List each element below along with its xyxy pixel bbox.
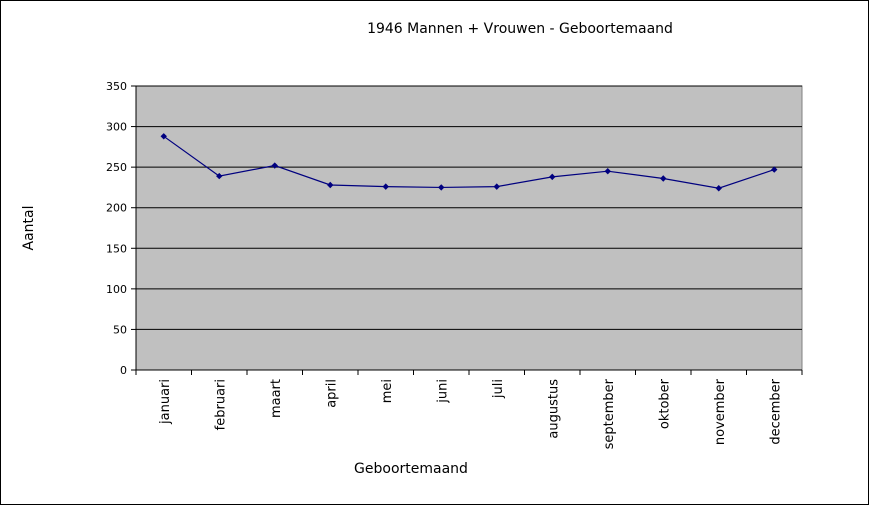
data-point	[549, 173, 556, 181]
series-line	[163, 135, 775, 189]
data-point	[216, 172, 223, 180]
y-tick-label: 250	[106, 161, 127, 174]
data-point	[271, 162, 278, 169]
x-tick-label: november	[713, 378, 728, 445]
series-group	[160, 133, 778, 192]
x-tick-label: december	[768, 378, 783, 444]
y-tick-label: 0	[120, 364, 127, 377]
y-tick-label: 300	[106, 121, 127, 134]
x-tick-label: juni	[435, 379, 450, 404]
gridlines	[136, 85, 802, 330]
y-tick-label: 350	[106, 80, 127, 93]
plot-area	[135, 85, 803, 371]
y-tick-label: 100	[106, 283, 127, 296]
x-tick-label: februari	[213, 379, 228, 430]
data-point	[771, 166, 778, 173]
y-axis: 0 50 100 150 200 250 300 350	[106, 80, 137, 377]
data-point	[438, 184, 445, 191]
x-axis-title: Geboortemaand	[354, 461, 468, 477]
data-point	[715, 185, 722, 192]
y-tick-label: 150	[106, 242, 127, 255]
x-tick-label: mei	[380, 379, 395, 403]
x-tick-label: maart	[269, 379, 284, 418]
data-point	[160, 133, 167, 140]
data-point	[382, 183, 389, 190]
chart-title: 1946 Mannen + Vrouwen - Geboortemaand	[367, 21, 673, 37]
x-tick-label: april	[324, 379, 339, 408]
x-tick-label: augustus	[546, 379, 561, 439]
data-point	[493, 183, 500, 190]
x-tick-label: september	[602, 378, 617, 449]
data-point	[660, 175, 667, 182]
y-tick-label: 50	[113, 323, 127, 336]
data-point	[604, 168, 611, 175]
data-point	[327, 181, 334, 189]
x-tick-label: oktober	[657, 378, 672, 429]
y-tick-label: 200	[106, 202, 127, 215]
y-axis-title: Aantal	[21, 206, 37, 251]
x-axis: januari februari maart april mei juni juli augu…	[135, 369, 803, 449]
x-tick-label: januari	[158, 379, 173, 425]
x-tick-label: juli	[491, 379, 506, 399]
